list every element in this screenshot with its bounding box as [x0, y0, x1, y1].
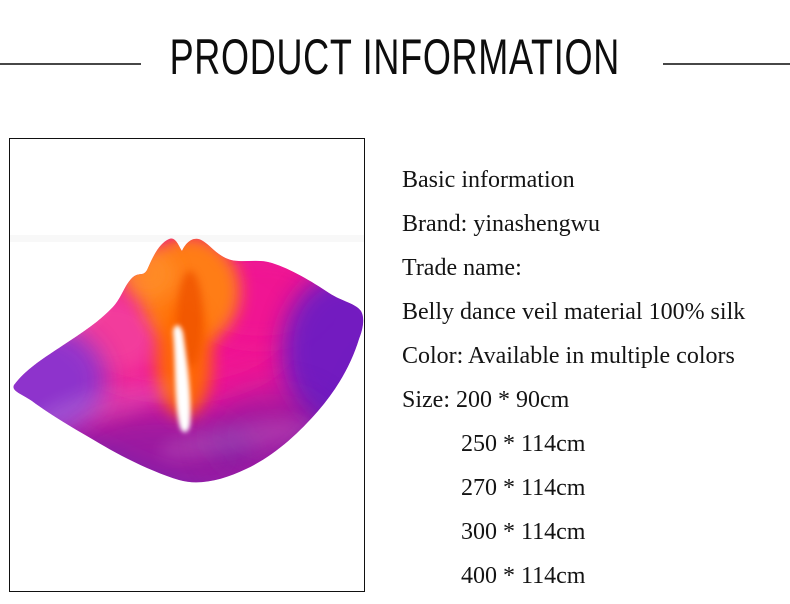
header-rule-right — [663, 63, 790, 65]
page-title-text: PRODUCT INFORMATION — [169, 29, 621, 85]
size-option-2: 270 * 114cm — [461, 474, 586, 501]
photo-background-band — [10, 235, 364, 242]
info-line-basic: Basic information — [402, 166, 575, 193]
size-option-1: 250 * 114cm — [461, 430, 586, 457]
info-line-material: Belly dance veil material 100% silk — [402, 298, 746, 325]
info-line-color: Color: Available in multiple colors — [402, 342, 735, 369]
page-title: PRODUCT INFORMATION — [0, 30, 790, 84]
product-details-panel: Basic information Brand: yinashengwu Tra… — [402, 158, 745, 598]
info-line-brand: Brand: yinashengwu — [402, 210, 600, 237]
size-option-3: 300 * 114cm — [461, 518, 586, 545]
header-rule-left — [0, 63, 141, 65]
product-photo-frame — [9, 138, 365, 592]
veil-center-slit — [173, 325, 191, 433]
size-option-4: 400 * 114cm — [461, 562, 586, 589]
veil-purple-right — [282, 273, 364, 429]
info-line-size: Size: 200 * 90cm — [402, 386, 570, 413]
info-line-trade: Trade name: — [402, 254, 522, 281]
silk-veil-photo — [13, 238, 364, 483]
veil-orange-flare — [120, 248, 176, 300]
veil-sheen-left — [35, 380, 175, 428]
veil-sheen-bottom — [158, 419, 312, 459]
